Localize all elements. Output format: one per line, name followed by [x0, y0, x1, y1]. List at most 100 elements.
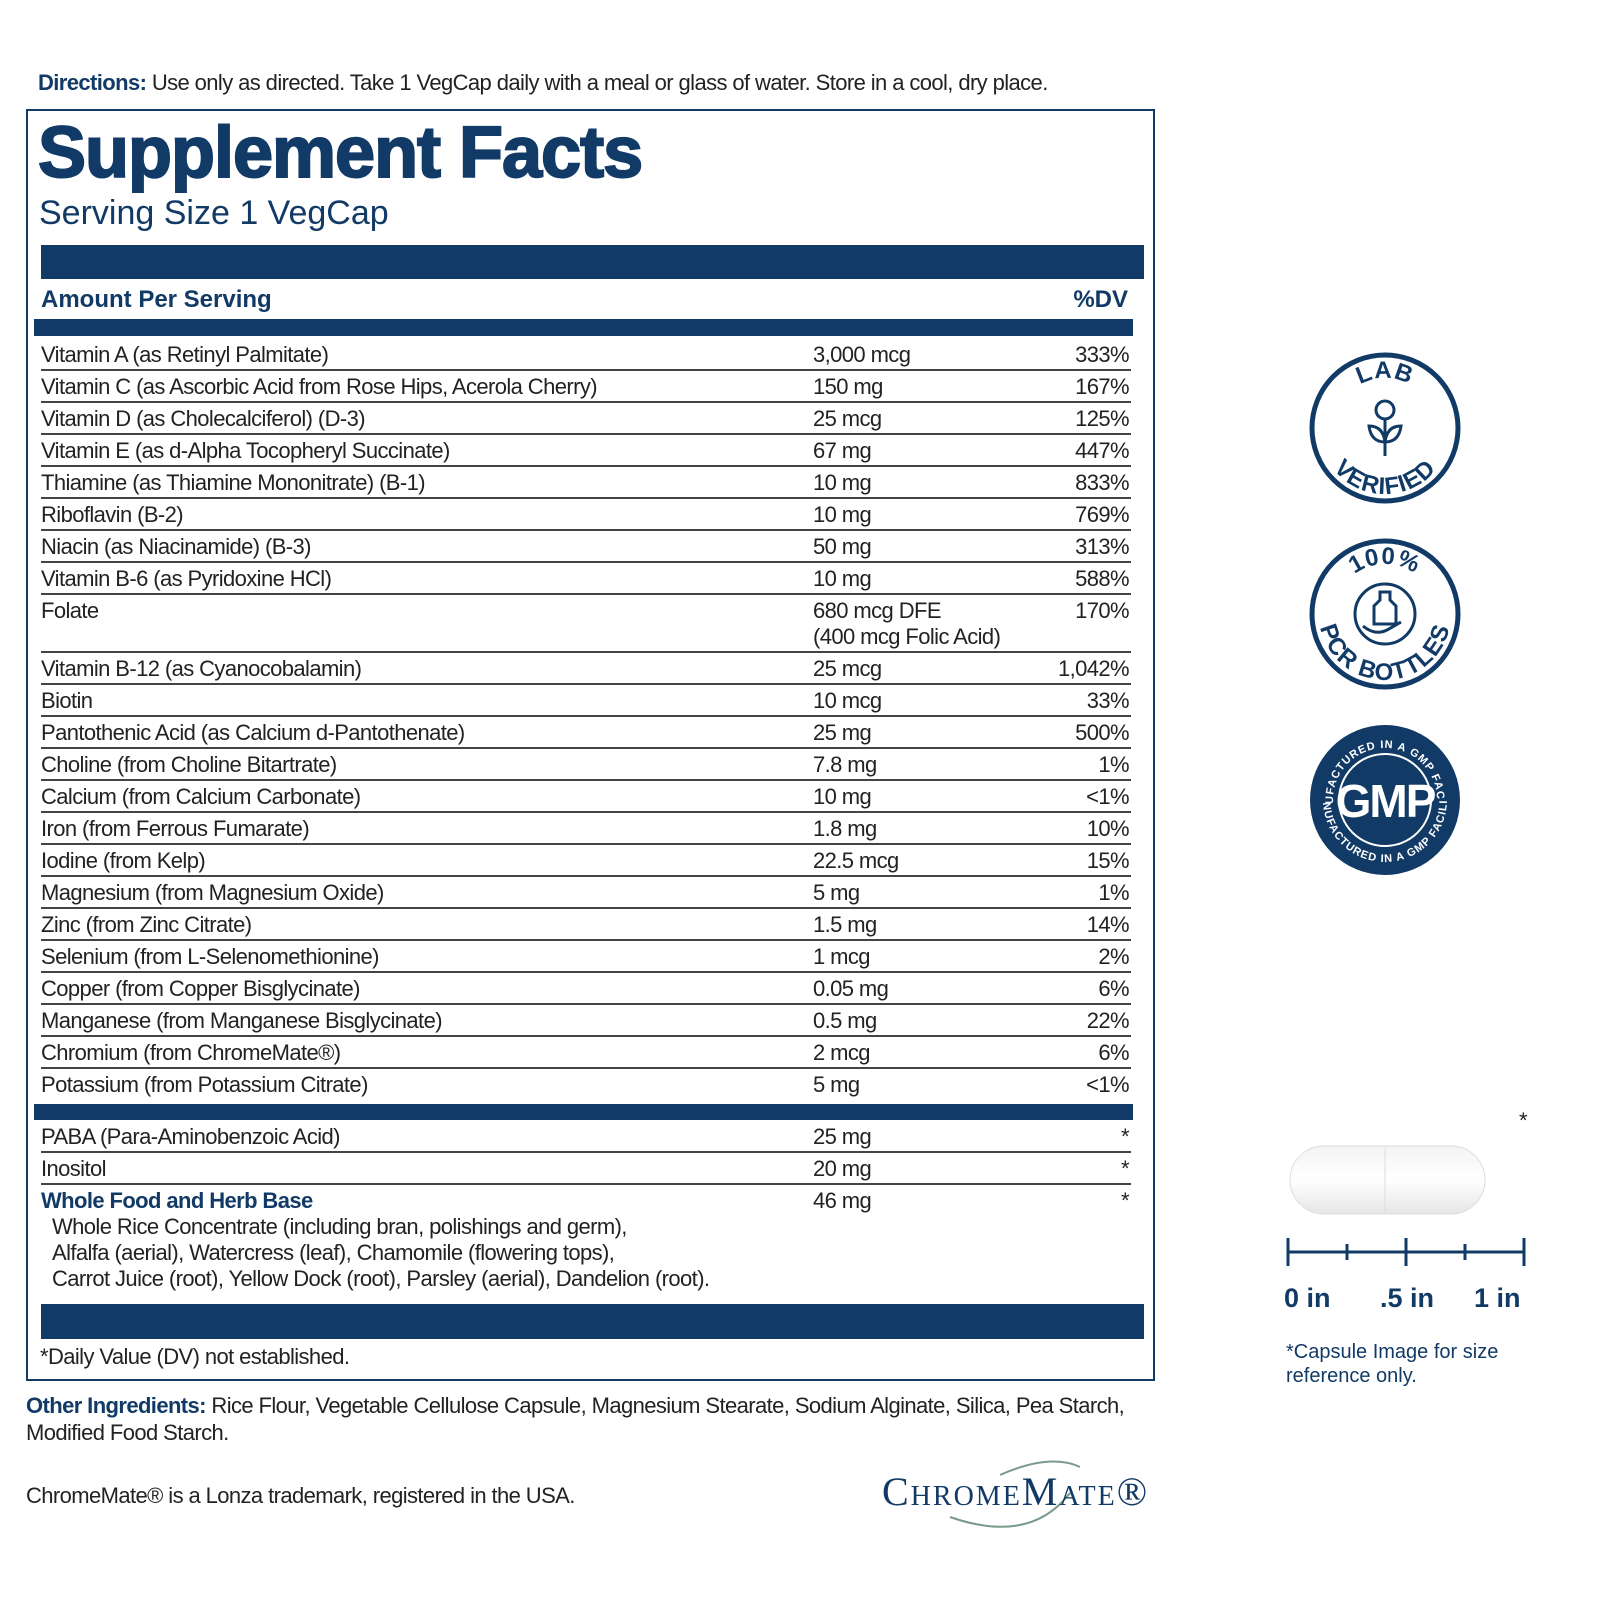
row-divider [41, 497, 1131, 499]
capsule [1289, 1145, 1486, 1215]
nutrient-amount: 10 mg [813, 784, 872, 809]
nutrient-name: Vitamin D (as Cholecalciferol) (D-3) [41, 406, 366, 431]
nutrient-amount: 1.5 mg [813, 912, 877, 937]
nutrient-amount: 1 mcg [813, 944, 871, 969]
nutrient-name: Thiamine (as Thiamine Mononitrate) (B-1) [41, 470, 426, 495]
nutrient-dv: 1% [1098, 752, 1129, 777]
nutrient-dv: 1% [1098, 880, 1129, 905]
nutrient-dv: 588% [1075, 566, 1129, 591]
nutrient-name: Zinc (from Zinc Citrate) [41, 912, 252, 937]
dv-header: %DV [1073, 286, 1128, 313]
scale-label: 0 in [1284, 1283, 1331, 1313]
nutrient-name: Vitamin C (as Ascorbic Acid from Rose Hi… [41, 374, 598, 399]
row-divider [41, 907, 1131, 909]
nutrient-dv: 22% [1086, 1008, 1130, 1033]
badge-icon [1374, 399, 1396, 421]
nutrient-amount: 7.8 mg [813, 752, 877, 777]
row-divider [41, 779, 1131, 781]
other-ingredients: Other Ingredients: Rice Flour, Vegetable… [26, 1392, 1136, 1446]
nutrient-name: Choline (from Choline Bitartrate) [41, 752, 337, 777]
badge-text: LAB [1352, 357, 1416, 390]
herb-ingredients: Carrot Juice (root), Yellow Dock (root),… [52, 1266, 710, 1291]
footnote: *Daily Value (DV) not established. [40, 1344, 350, 1369]
nutrient-name: Chromium (from ChromeMate®) [41, 1040, 341, 1065]
nutrient-amount: 50 mg [813, 534, 872, 559]
row-divider [41, 939, 1131, 941]
nutrient-dv: * [1121, 1188, 1130, 1213]
row-divider [41, 843, 1131, 845]
nutrient-amount-note: (400 mcg Folic Acid) [813, 624, 1001, 649]
nutrient-amount: 25 mg [813, 720, 872, 745]
nutrient-name: Manganese (from Manganese Bisglycinate) [41, 1008, 443, 1033]
nutrient-name: Vitamin B-12 (as Cyanocobalamin) [41, 656, 362, 681]
nutrient-dv: 2% [1098, 944, 1129, 969]
nutrient-amount: 67 mg [813, 438, 872, 463]
nutrient-name: Vitamin E (as d-Alpha Tocopheryl Succina… [41, 438, 450, 463]
nutrient-dv: 333% [1075, 342, 1129, 367]
nutrient-name: Calcium (from Calcium Carbonate) [41, 784, 361, 809]
nutrient-amount: 46 mg [813, 1188, 872, 1213]
herb-ingredients: Alfalfa (aerial), Watercress (leaf), Cha… [52, 1240, 615, 1265]
row-divider [41, 401, 1131, 403]
directions-text: Use only as directed. Take 1 VegCap dail… [151, 70, 1048, 95]
logo-text: ChromeMate® [882, 1469, 1149, 1514]
row-divider [41, 1183, 1131, 1185]
facts-title: Supplement Facts [37, 112, 644, 194]
nutrient-amount: 0.5 mg [813, 1008, 877, 1033]
nutrient-dv: 833% [1075, 470, 1129, 495]
nutrient-amount: 0.05 mg [813, 976, 889, 1001]
serving-size: Serving Size 1 VegCap [39, 194, 389, 232]
row-divider [41, 651, 1131, 653]
badge-seal [1310, 725, 1460, 875]
nutrient-dv: 6% [1098, 976, 1129, 1001]
row-divider [41, 369, 1131, 371]
nutrient-name: PABA (Para-Aminobenzoic Acid) [41, 1124, 341, 1149]
nutrient-amount: 10 mg [813, 566, 872, 591]
other-ingredients-label: Other Ingredients: [26, 1393, 206, 1418]
row-divider [41, 747, 1131, 749]
badge-ring [1309, 352, 1461, 504]
logo-swoosh [999, 1460, 1081, 1476]
nutrient-amount: 150 mg [813, 374, 883, 399]
row-divider [41, 1151, 1131, 1153]
row-divider [41, 529, 1131, 531]
amount-header: Amount Per Serving [41, 286, 272, 313]
scale-label: 1 in [1474, 1283, 1521, 1313]
nutrient-amount: 25 mg [813, 1124, 872, 1149]
nutrient-name: Iodine (from Kelp) [41, 848, 206, 873]
row-divider [41, 971, 1131, 973]
row-divider [41, 811, 1131, 813]
nutrient-dv: 33% [1086, 688, 1130, 713]
other-ingredients-text: Rice Flour, Vegetable Cellulose Capsule,… [26, 1393, 1125, 1445]
nutrient-name: Vitamin A (as Retinyl Palmitate) [41, 342, 329, 367]
row-divider [41, 465, 1131, 467]
nutrient-name: Folate [41, 598, 99, 623]
thin-bar [34, 1104, 1133, 1120]
nutrient-name: Potassium (from Potassium Citrate) [41, 1072, 368, 1097]
nutrient-amount: 20 mg [813, 1156, 872, 1181]
scale-label: .5 in [1380, 1283, 1434, 1313]
row-divider [41, 593, 1131, 595]
nutrient-amount: 5 mg [813, 1072, 860, 1097]
nutrient-name: Riboflavin (B-2) [41, 502, 184, 527]
badge-icon [1362, 590, 1402, 634]
nutrient-name: Inositol [41, 1156, 107, 1181]
nutrient-dv: 15% [1086, 848, 1130, 873]
nutrient-name: Iron (from Ferrous Fumarate) [41, 816, 310, 841]
herb-ingredients: Whole Rice Concentrate (including bran, … [52, 1214, 627, 1239]
nutrient-name: Vitamin B-6 (as Pyridoxine HCl) [41, 566, 332, 591]
nutrient-amount: 10 mg [813, 470, 872, 495]
logo-swoosh [949, 1492, 1071, 1528]
text-arc [1335, 564, 1435, 614]
nutrient-dv: 769% [1075, 502, 1129, 527]
nutrient-name: Copper (from Copper Bisglycinate) [41, 976, 361, 1001]
capsule-asterisk: * [1519, 1108, 1528, 1133]
nutrient-dv: 14% [1086, 912, 1130, 937]
thick-bar [41, 245, 1144, 279]
nutrient-dv: 167% [1075, 374, 1129, 399]
nutrient-dv: 10% [1086, 816, 1130, 841]
capsule-note: *Capsule Image for size reference only. [1286, 1341, 1499, 1387]
nutrient-dv: 125% [1075, 406, 1129, 431]
